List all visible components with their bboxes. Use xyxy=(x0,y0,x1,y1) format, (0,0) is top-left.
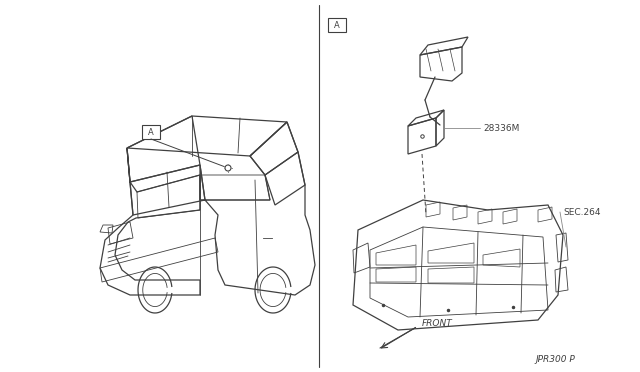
Text: SEC.264: SEC.264 xyxy=(563,208,600,217)
Text: A: A xyxy=(334,20,340,29)
Circle shape xyxy=(225,165,231,171)
FancyBboxPatch shape xyxy=(328,18,346,32)
FancyBboxPatch shape xyxy=(142,125,160,139)
Text: FRONT: FRONT xyxy=(422,320,452,328)
Text: 28336M: 28336M xyxy=(483,124,520,132)
Text: JPR300 P: JPR300 P xyxy=(535,356,575,365)
Text: A: A xyxy=(148,128,154,137)
